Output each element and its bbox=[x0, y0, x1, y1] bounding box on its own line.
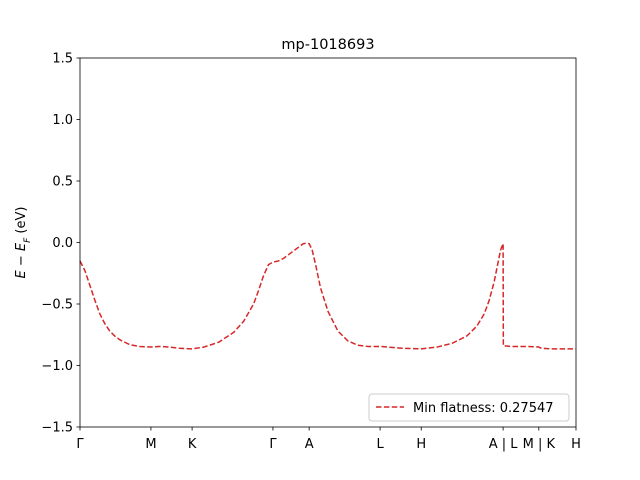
chart-title: mp-1018693 bbox=[281, 37, 374, 53]
y-tick-label: −1.0 bbox=[41, 359, 73, 374]
x-tick-label: A bbox=[305, 437, 314, 452]
x-tick-label: H bbox=[571, 437, 581, 452]
y-axis-label: E − EF (eV) bbox=[14, 207, 33, 279]
y-tick-label: 0.5 bbox=[52, 175, 73, 190]
y-axis-label-subscript: F bbox=[23, 237, 33, 243]
x-tick-label: Γ bbox=[269, 437, 277, 452]
x-tick-label: A | L bbox=[489, 437, 519, 452]
y-tick-label: 1.0 bbox=[52, 113, 73, 128]
y-tick-label: 0.0 bbox=[52, 236, 73, 251]
plot-frame bbox=[79, 57, 577, 428]
y-tick-label: −0.5 bbox=[41, 298, 73, 313]
legend-box bbox=[368, 393, 570, 422]
band-series-line bbox=[79, 242, 576, 350]
x-tick-label: M | K bbox=[523, 437, 556, 452]
x-tick-label: Γ bbox=[76, 437, 84, 452]
x-tick-label: L bbox=[376, 437, 384, 452]
x-tick-label: M bbox=[145, 437, 156, 452]
series-lines bbox=[79, 242, 576, 350]
y-axis-label-unit: (eV) bbox=[14, 207, 29, 238]
x-tick-label: H bbox=[416, 437, 426, 452]
y-axis-label-main: E − E bbox=[14, 242, 29, 278]
y-tick-label: 1.5 bbox=[52, 52, 73, 67]
legend: Min flatness: 0.27547 bbox=[368, 393, 570, 422]
y-tick-label: −1.5 bbox=[41, 421, 73, 436]
legend-label: Min flatness: 0.27547 bbox=[413, 401, 554, 416]
x-tick-label: K bbox=[188, 437, 197, 452]
